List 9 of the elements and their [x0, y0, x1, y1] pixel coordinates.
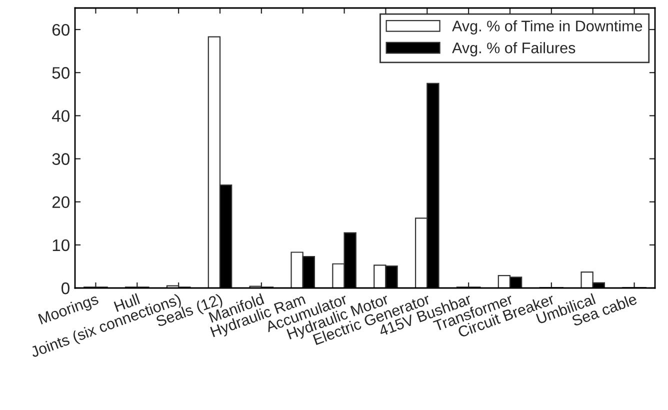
y-tick-label: 10	[52, 239, 70, 252]
y-tick-label: 30	[52, 153, 70, 165]
legend-label: Avg. % of Failures	[452, 42, 576, 56]
y-tick-label: 60	[52, 24, 70, 36]
y-tick-label: 50	[52, 67, 70, 79]
y-tick-label: 40	[52, 110, 70, 122]
y-tick-label: 0	[62, 282, 70, 294]
legend-label: Avg. % of Time in Downtime	[452, 20, 642, 34]
y-tick-label: 20	[52, 196, 70, 208]
